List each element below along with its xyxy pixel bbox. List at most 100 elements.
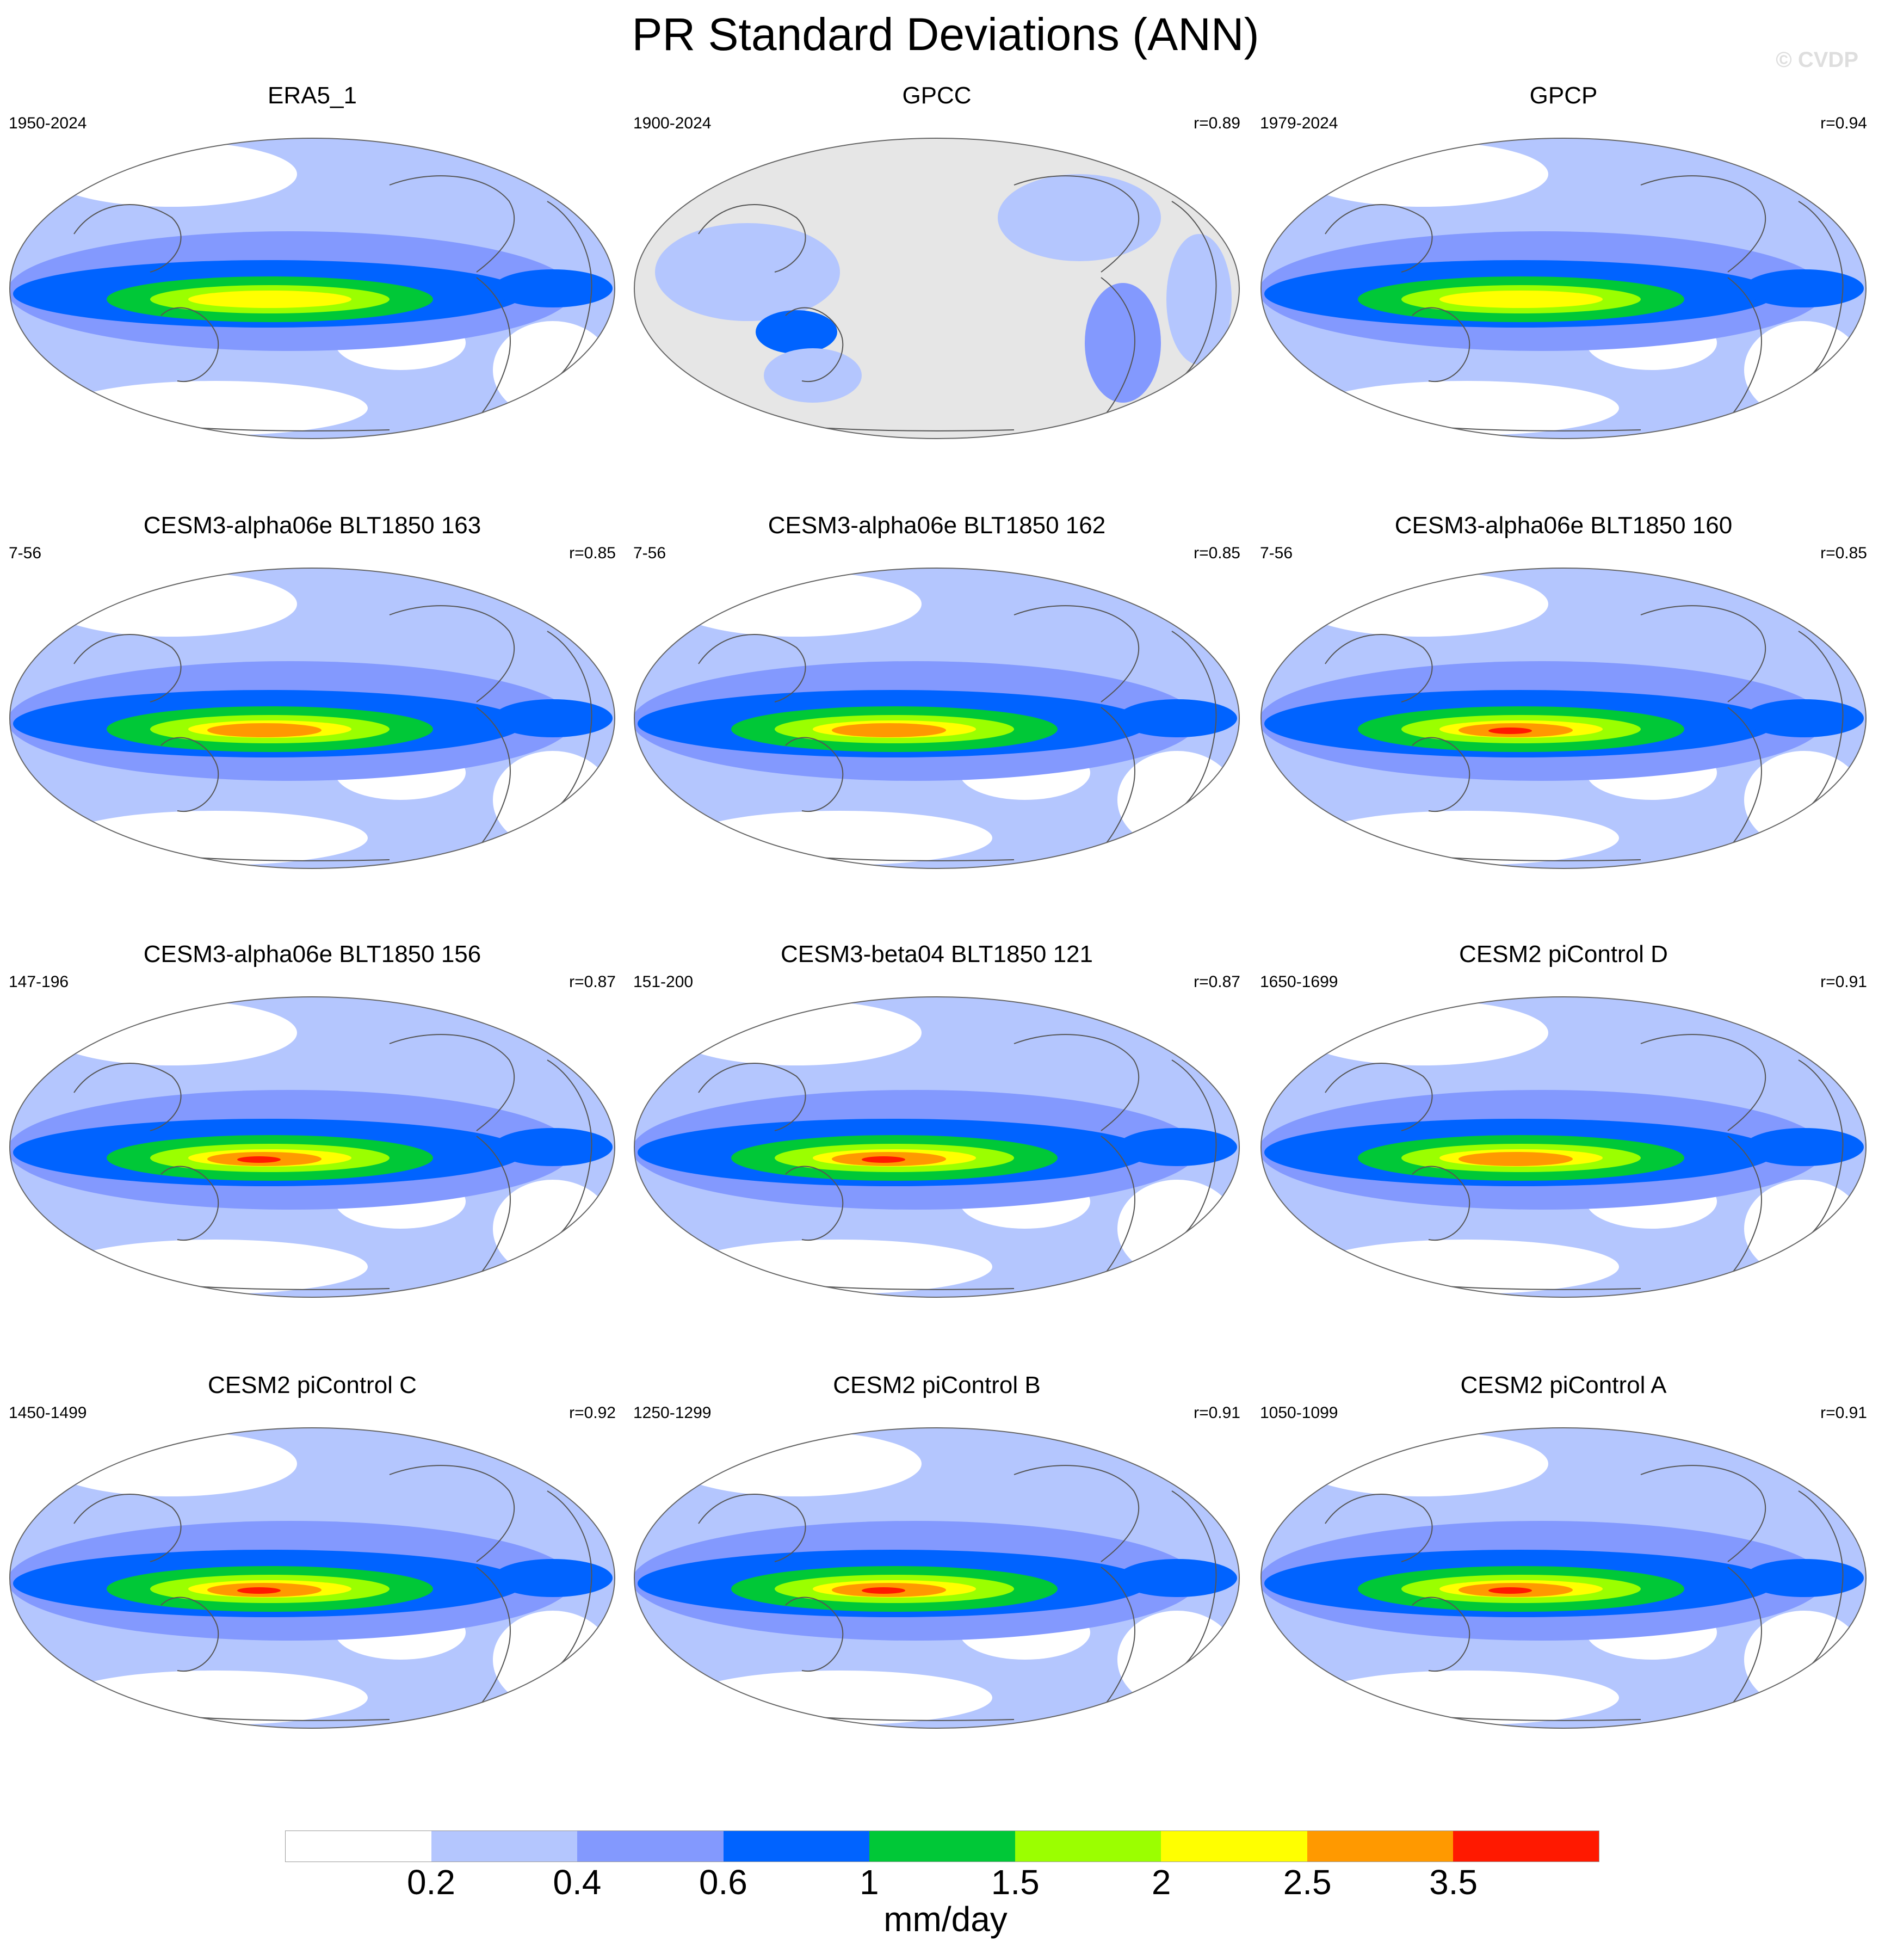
panel-correlation: r=0.89 [1194,114,1240,132]
low-variability-atlantic [1744,1611,1864,1709]
panel-correlation: r=0.91 [1820,973,1867,991]
level-2.5 [832,723,946,737]
robinson-map [9,568,615,869]
low-variability-atlantic [1117,751,1237,849]
low-variability-north [1298,1000,1548,1065]
coastlines [1325,605,1844,861]
land-south-america [1085,283,1161,403]
colorbar [285,1830,1599,1862]
panel-title: CESM3-alpha06e BLT1850 156 [143,941,481,967]
panel-title: CESM2 piControl D [1459,941,1668,967]
map-panel: CESM3-alpha06e BLT1850 163 7-56 r=0.85 [0,511,625,930]
figure-title: PR Standard Deviations (ANN) [632,9,1259,60]
colorbar-tick-label: 2 [1151,1863,1171,1902]
low-variability-north [671,571,922,637]
robinson-map [9,996,615,1298]
panel-correlation: r=0.85 [569,544,616,562]
colorbar-swatch [431,1831,578,1862]
map-panel: GPCC 1900-2024 r=0.89 [625,82,1249,501]
map-panel: CESM3-alpha06e BLT1850 160 7-56 r=0.85 [1251,511,1876,930]
coastlines [698,605,1217,861]
robinson-map [1260,996,1867,1298]
panel-correlation: r=0.91 [1820,1404,1867,1422]
panel-title: CESM2 piControl B [833,1372,1041,1398]
level-0.6-atlantic [1117,699,1237,737]
robinson-map [9,1427,615,1729]
panel-years: 151-200 [633,973,694,991]
low-variability-south [1314,1671,1619,1725]
colorbar-swatch [577,1831,724,1862]
level-2.5 [1459,1152,1573,1166]
map-panel: GPCP 1979-2024 r=0.94 [1251,82,1876,501]
low-variability-north [47,1431,297,1496]
low-variability-atlantic [1117,1611,1237,1709]
colorbar-swatch [869,1831,1016,1862]
watermark: © CVDP [1776,48,1858,72]
robinson-map [1260,138,1867,439]
land-north-america [998,174,1161,261]
low-variability-atlantic [1744,321,1864,419]
level-0.6-atlantic [1744,699,1864,737]
colorbar-tick-label: 2.5 [1283,1863,1332,1902]
low-variability-south [1314,811,1619,865]
map-panel: CESM3-alpha06e BLT1850 162 7-56 r=0.85 [625,511,1249,930]
panel-correlation: r=0.85 [1820,544,1867,562]
level-0.6-atlantic [493,1559,613,1597]
level-0.6-atlantic [493,269,613,307]
colorbar-swatch [1015,1831,1161,1862]
colorbar-tick-label: 0.4 [553,1863,602,1902]
low-variability-atlantic [493,1611,613,1709]
level-0.6-atlantic [493,699,613,737]
land-maritime-continent [756,310,837,354]
colorbar-swatch [1453,1831,1599,1862]
low-variability-north [671,1000,922,1065]
colorbar-tick-label: 1 [859,1863,879,1902]
map-panel: CESM3-beta04 BLT1850 121 151-200 r=0.87 [625,940,1249,1359]
low-variability-north [671,1431,922,1496]
level-0.6-atlantic [1117,1128,1237,1166]
low-variability-atlantic [493,751,613,849]
level-0.6-atlantic [493,1128,613,1166]
low-variability-north [1298,571,1548,637]
panel-title: GPCP [1529,82,1598,109]
panel-years: 7-56 [633,544,666,562]
panel-title: CESM3-beta04 BLT1850 121 [781,941,1093,967]
land-australia [764,348,862,403]
low-variability-north [1298,1431,1548,1496]
map-panel: CESM3-alpha06e BLT1850 156 147-196 r=0.87 [0,940,625,1359]
colorbar-tick-label: 1.5 [991,1863,1040,1902]
colorbar-tick-label: 0.6 [699,1863,747,1902]
low-variability-south [63,1240,368,1294]
low-variability-south [63,1671,368,1725]
panel-title: CESM3-alpha06e BLT1850 160 [1394,512,1733,539]
panel-years: 1900-2024 [633,114,712,132]
low-variability-south [688,1240,992,1294]
panel-years: 1050-1099 [1260,1404,1338,1422]
panel-years: 7-56 [9,544,42,562]
colorbar-units: mm/day [883,1900,1008,1939]
level-0.6-atlantic [1117,1559,1237,1597]
map-panel: ERA5_1 1950-2024 [0,82,625,501]
map-panel: CESM2 piControl A 1050-1099 r=0.91 [1251,1371,1876,1790]
panel-years: 1250-1299 [633,1404,712,1422]
coastlines [698,1465,1217,1721]
map-panel: CESM2 piControl C 1450-1499 r=0.92 [0,1371,625,1790]
robinson-map [634,996,1240,1298]
panel-correlation: r=0.94 [1820,114,1867,132]
panel-correlation: r=0.87 [569,973,616,991]
robinson-map [9,138,615,439]
level-3.5 [237,1587,281,1594]
low-variability-south [688,811,992,865]
level-3.5 [862,1156,905,1163]
low-variability-south [1314,1240,1619,1294]
level-0.6-atlantic [1744,1559,1864,1597]
panel-title: CESM3-alpha06e BLT1850 163 [143,512,481,539]
panel-correlation: r=0.87 [1194,973,1240,991]
level-0.6-atlantic [1744,1128,1864,1166]
low-variability-atlantic [1744,1180,1864,1278]
robinson-map [634,568,1240,869]
level-0.6-atlantic [1744,269,1864,307]
map-panel: CESM2 piControl B 1250-1299 r=0.91 [625,1371,1249,1790]
panel-years: 1979-2024 [1260,114,1338,132]
panel-years: 147-196 [9,973,69,991]
